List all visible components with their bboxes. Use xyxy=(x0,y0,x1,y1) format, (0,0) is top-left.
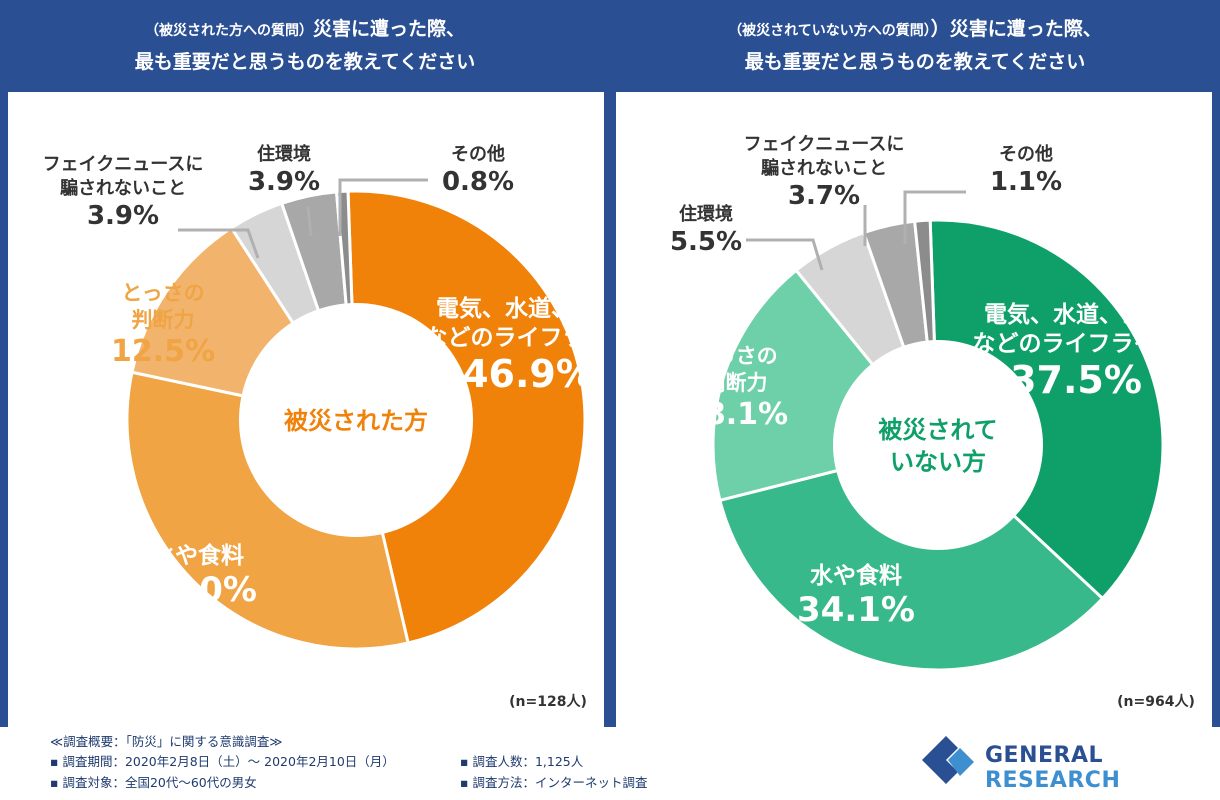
slice-label-percent: 3.9% xyxy=(248,167,320,197)
slice-label-name: 騙されないこと xyxy=(761,157,887,179)
general-research-logo-text: GENERAL RESEARCH xyxy=(985,743,1220,793)
donut-hole xyxy=(239,303,473,537)
right-chart-header: （被災されていない方への質問））災害に遭った際、 最も重要だと思うものを教えてく… xyxy=(610,0,1220,92)
label-leader-line xyxy=(338,178,428,236)
slice-label-percent: 46.9% xyxy=(462,352,594,396)
survey-period: ▪ 調査期間：2020年2月8日（土）～ 2020年2月10日（月） xyxy=(50,754,395,769)
slice-label-percent: 0.8% xyxy=(442,167,514,197)
left-header-line2: 最も重要だと思うものを教えてください xyxy=(134,51,476,73)
right-header-subtitle: （被災されていない方への質問） xyxy=(728,23,931,39)
slice-label-name: その他 xyxy=(999,143,1053,165)
slice-label-percent: 3.7% xyxy=(788,181,860,211)
logo-word-general: GENERAL xyxy=(985,743,1104,768)
slice-label-percent: 3.9% xyxy=(87,201,159,231)
slice-label-percent: 5.5% xyxy=(670,227,742,257)
right-header-line2: 最も重要だと思うものを教えてください xyxy=(744,51,1086,73)
chart-center-title: 被災された方 xyxy=(284,407,428,435)
right-chart-panel: 被災されていない方 電気、水道、ガス などのライフライン 37.5% 水や食料 34.1%… xyxy=(616,92,1212,727)
slice-label-name: 電気、水道、ガス xyxy=(436,295,604,322)
logo-word-research: RESEARCH xyxy=(985,768,1121,793)
label-leader-line xyxy=(178,228,260,259)
sample-size-label: (n=128人) xyxy=(509,693,587,710)
slice-label-name: 判断力 xyxy=(705,371,768,395)
chart-center-title: 被災されて xyxy=(878,416,997,444)
left-chart-header: （被災された方への質問）災害に遭った際、 最も重要だと思うものを教えてください xyxy=(0,0,610,92)
slice-label-name: とっさの xyxy=(694,344,777,368)
label-leader-line xyxy=(306,206,313,237)
slice-label-name: 水や食料 xyxy=(152,542,244,569)
survey-footer: ≪調査概要：「防災」に関する意識調査≫ ▪ 調査期間：2020年2月8日（土）～… xyxy=(0,727,1220,800)
slice-label-percent: 1.1% xyxy=(990,167,1062,197)
survey-count: ▪ 調査人数：1,125人 xyxy=(460,754,584,769)
slice-label-name: とっさの xyxy=(121,281,204,305)
chart-center-title: いない方 xyxy=(890,448,986,476)
left-header-line1: 災害に遭った際、 xyxy=(312,18,465,40)
slice-label-name: 住環境 xyxy=(679,203,733,225)
slice-label-name: フェイクニュースに xyxy=(43,154,204,175)
pie-slice-0 xyxy=(928,218,1165,601)
slice-label-name: 水や食料 xyxy=(810,562,902,589)
sample-size-label: (n=964人) xyxy=(1117,693,1195,710)
slice-label-name: などのライフライン xyxy=(973,331,1180,357)
slice-label-percent: 32.0% xyxy=(139,570,257,610)
survey-method: ▪ 調査方法：インターネット調査 xyxy=(460,775,648,790)
slice-label-percent: 34.1% xyxy=(797,590,915,630)
slice-label-name: 電気、水道、ガス xyxy=(984,301,1168,328)
slice-label-percent: 18.1% xyxy=(684,397,788,432)
label-leader-line xyxy=(903,190,966,244)
donut-hole xyxy=(833,340,1043,550)
left-header-subtitle: （被災された方への質問） xyxy=(144,23,313,39)
slice-label-name: などのライフライン xyxy=(425,325,605,351)
slice-label-percent: 37.5% xyxy=(1010,358,1142,402)
slice-label-name: フェイクニュースに xyxy=(744,134,905,155)
right-header-line1: ）災害に遭った際、 xyxy=(930,18,1102,40)
slice-label-percent: 12.5% xyxy=(111,334,215,369)
slice-label-name: 判断力 xyxy=(132,308,195,332)
pie-slice-1 xyxy=(718,443,1105,672)
general-research-logo-icon xyxy=(922,736,974,784)
slice-label-name: 騙されないこと xyxy=(60,177,186,199)
slice-label-name: 住環境 xyxy=(257,143,311,165)
survey-overview: ≪調査概要：「防災」に関する意識調査≫ xyxy=(50,734,283,749)
slice-label-name: その他 xyxy=(451,143,505,165)
survey-target: ▪ 調査対象：全国20代～60代の男女 xyxy=(50,775,257,790)
label-leader-line xyxy=(746,238,824,271)
